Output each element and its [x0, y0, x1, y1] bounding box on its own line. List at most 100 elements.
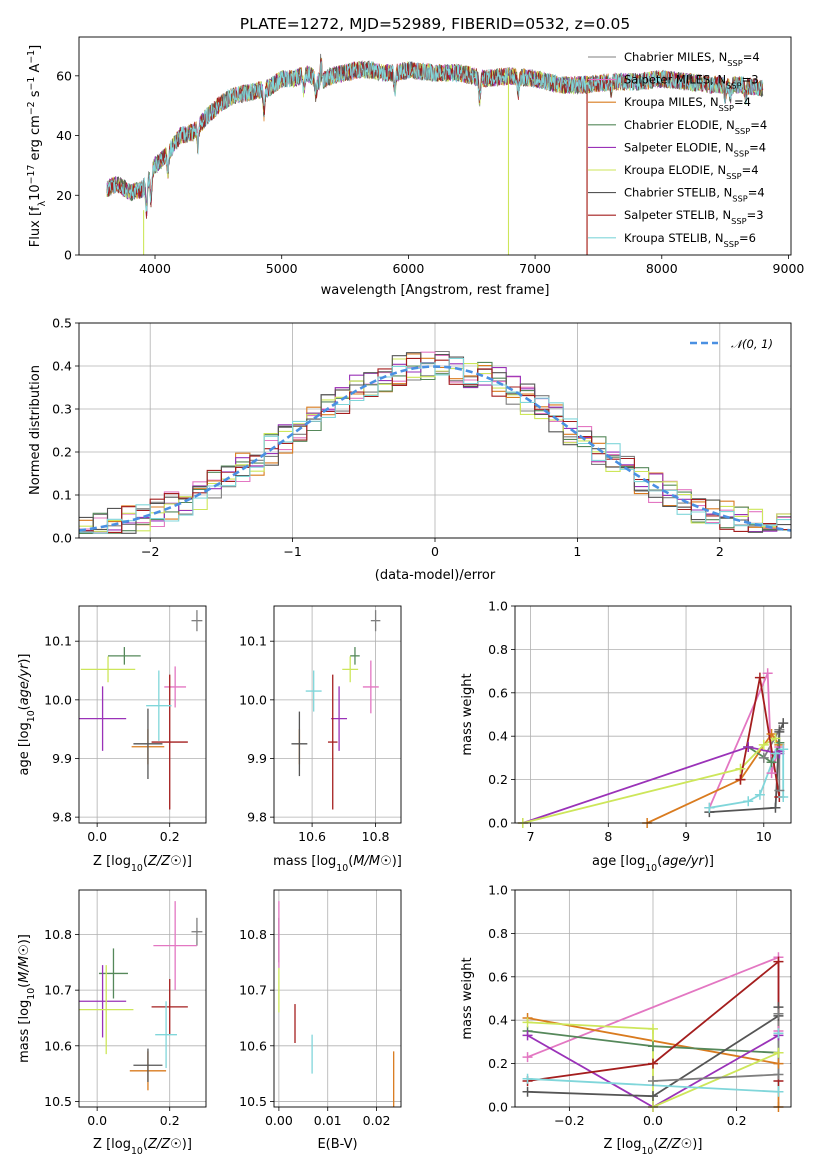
data-point-marker	[648, 1023, 658, 1034]
data-point-marker	[766, 768, 777, 779]
x-axis-label: Z [log10(Z/Z☉)]	[93, 854, 192, 874]
x-tick-label: 10.8	[362, 829, 390, 844]
y-tick-label: 0.4	[488, 729, 508, 744]
x-tick-label: 8000	[646, 261, 678, 276]
series-line	[708, 672, 781, 809]
y-tick-label: 10.6	[44, 1038, 72, 1053]
data-point-marker	[735, 763, 746, 774]
plot-area	[79, 350, 791, 534]
x-tick-label: 0.2	[727, 1113, 747, 1128]
y-axis-label: mass weight	[460, 673, 475, 755]
x-tick-label: 7	[527, 829, 535, 844]
plot-area	[79, 610, 203, 810]
data-point-marker	[778, 718, 789, 729]
data-point-marker	[743, 796, 754, 807]
series-line	[522, 746, 781, 823]
data-point-marker	[648, 1041, 658, 1052]
x-tick-label: 9	[682, 829, 690, 844]
panel-age_vs_Z: 0.0 0.2 9.8 9.9 10.0 10.1 Z [log10(Z/Z☉)] age […	[17, 605, 207, 874]
data-point-marker	[522, 1017, 533, 1028]
series-line	[709, 722, 785, 813]
panel-weight_vs_age: 7 8 9 10 0.0 0.2 0.4 0.6 0.8 1.0 age [log10(age/yr…	[460, 599, 792, 874]
data-point-marker	[773, 1069, 784, 1080]
y-tick-label: 1.0	[488, 883, 508, 898]
legend-label: Salpeter STELIB, NSSP=3	[624, 208, 764, 226]
grid	[274, 606, 401, 823]
x-tick-label: 6000	[392, 261, 424, 276]
y-axis-label: Flux [fλ10−17 erg cm−2 s−1 A−1]	[26, 45, 48, 247]
legend-label: Kroupa STELIB, NSSP=6	[624, 231, 756, 249]
plot-area	[278, 901, 395, 1107]
x-tick-label: 0.01	[314, 1113, 342, 1128]
y-tick-label: 0.0	[488, 1100, 508, 1115]
y-tick-label: 20	[56, 188, 72, 203]
panel-spectrum: 4000 5000 6000 7000 8000 9000 0 20 40 60 wavelengt…	[26, 36, 805, 298]
data-point-marker	[648, 1058, 658, 1069]
data-point-marker	[704, 802, 715, 813]
y-tick-label: 0.2	[488, 1056, 508, 1071]
data-point-marker	[522, 1073, 533, 1084]
y-tick-label: 10.5	[239, 1094, 267, 1109]
grid	[79, 890, 206, 1107]
plot-area	[106, 53, 764, 255]
x-axis-label: E(B-V)	[317, 1137, 357, 1152]
data-point-marker	[762, 668, 773, 679]
axes-frame	[273, 605, 402, 824]
y-tick-label: 0.6	[488, 969, 508, 984]
x-tick-label: 8	[604, 829, 612, 844]
y-tick-label: 10.0	[44, 692, 72, 707]
grid	[79, 606, 206, 823]
data-point-marker	[754, 672, 765, 683]
data-point-marker	[773, 1028, 784, 1039]
y-tick-label: 10.6	[239, 1038, 267, 1053]
spectrum-line	[106, 61, 764, 213]
y-tick-label: 9.8	[247, 810, 267, 825]
plot-area	[79, 901, 203, 1091]
y-tick-label: 0	[64, 248, 72, 263]
axes-frame	[78, 322, 792, 539]
histogram-step	[79, 352, 791, 534]
y-tick-label: 0.2	[52, 445, 72, 460]
data-point-marker	[774, 726, 785, 737]
legend-label: Salpeter MILES, NSSP=3	[624, 73, 759, 91]
data-point-marker	[758, 752, 769, 763]
x-axis-label: wavelength [Angstrom, rest frame]	[321, 283, 550, 298]
x-tick-label: 4000	[139, 261, 171, 276]
x-tick-label: 0.02	[363, 1113, 391, 1128]
axes-frame	[78, 605, 207, 824]
y-tick-label: 10.7	[239, 983, 267, 998]
data-point-marker	[773, 1086, 784, 1097]
panel-age_vs_mass: 10.6 10.8 9.8 9.9 10.0 10.1 mass [log10(M/M☉)]	[239, 605, 402, 874]
y-tick-label: 0.8	[488, 926, 508, 941]
y-tick-label: 9.9	[247, 751, 267, 766]
y-axis-label: age [log10(age/yr)]	[17, 653, 37, 775]
axes-frame	[78, 889, 207, 1108]
x-axis-label: mass [log10(M/M☉)]	[273, 854, 402, 874]
y-tick-label: 0.3	[52, 402, 72, 417]
data-point-marker	[522, 1052, 533, 1063]
y-tick-label: 10.8	[44, 927, 72, 942]
x-tick-label: 0.0	[643, 1113, 663, 1128]
panel-mass_vs_EBV: 0.00 0.01 0.02 10.5 10.6 10.7 10.8 E(B-V)	[239, 889, 402, 1152]
x-tick-label: 2	[716, 544, 724, 559]
data-point-marker	[773, 956, 784, 967]
y-tick-label: 0.0	[488, 816, 508, 831]
x-tick-label: 1	[573, 544, 581, 559]
y-tick-label: 40	[56, 128, 72, 143]
y-tick-label: 10.5	[44, 1094, 72, 1109]
data-point-marker	[770, 802, 781, 813]
x-tick-label: 9000	[773, 261, 805, 276]
x-tick-label: 0.0	[87, 1113, 107, 1128]
plot-area	[522, 672, 785, 823]
y-axis-label: mass [log10(M/M☉)]	[17, 934, 37, 1063]
x-tick-label: 10.6	[298, 829, 326, 844]
panel-residuals: −2 −1 0 1 2 0.0 0.1 0.2 0.3 0.4 0.5 𝒩(0, 1) (data-mo…	[28, 316, 792, 583]
x-tick-label: 0	[431, 544, 439, 559]
plot-area	[291, 610, 381, 810]
x-tick-label: −1	[283, 544, 301, 559]
legend-label: Chabrier ELODIE, NSSP=4	[624, 118, 767, 136]
x-tick-label: 0.0	[87, 829, 107, 844]
normal-curve	[79, 365, 791, 532]
y-tick-label: 10.0	[239, 692, 267, 707]
